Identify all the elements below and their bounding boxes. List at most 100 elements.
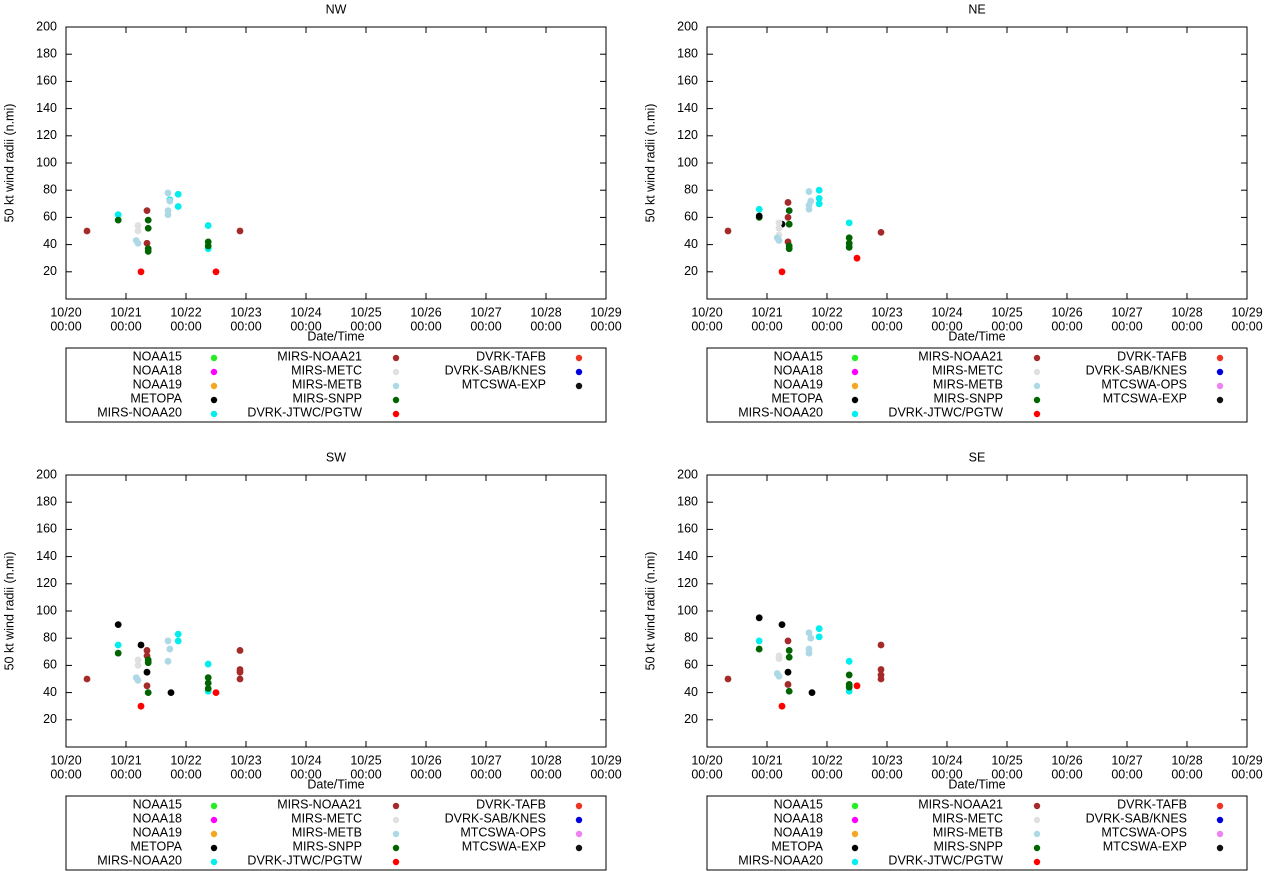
data-point-mirs-noaa20 (815, 633, 823, 641)
legend-label: MIRS-NOAA21 (277, 797, 362, 811)
legend-label: MTCSWA-EXP (1103, 839, 1187, 853)
data-point-dvrk-jtwc-pgtw (212, 268, 220, 276)
x-tick-label-date: 10/24 (290, 753, 321, 767)
legend-label: MIRS-METB (933, 825, 1003, 839)
y-tick-label: 120 (677, 128, 698, 142)
panel-title-sw: SW (326, 450, 346, 464)
legend-marker (1033, 410, 1041, 418)
x-tick-label-date: 10/27 (470, 305, 501, 319)
legend-marker (1216, 396, 1224, 404)
y-tick-label: 200 (677, 467, 698, 481)
x-tick-label-time: 00:00 (751, 319, 782, 333)
legend-label: MIRS-METC (932, 811, 1003, 825)
y-tick-label: 20 (684, 712, 698, 726)
data-point-mirs-snpp (144, 224, 152, 232)
legend-label: DVRK-JTWC/PGTW (247, 853, 362, 867)
legend-label: DVRK-JTWC/PGTW (888, 405, 1003, 419)
data-point-mirs-noaa20 (815, 194, 823, 202)
data-point-mirs-noaa20 (204, 222, 212, 229)
legend-label: DVRK-TAFB (1117, 797, 1187, 811)
y-tick-label: 80 (43, 182, 57, 196)
x-tick-label-time: 00:00 (50, 767, 81, 781)
y-tick-label: 120 (677, 576, 698, 590)
legend-label: MIRS-NOAA20 (97, 853, 182, 867)
data-point-mirs-snpp (845, 243, 853, 251)
panel-title-nw: NW (326, 2, 347, 16)
legend-marker (575, 368, 583, 376)
legend-label: MIRS-NOAA20 (738, 405, 823, 419)
x-tick-label-date: 10/23 (230, 305, 261, 319)
legend-marker (575, 844, 583, 852)
y-tick-label: 80 (684, 182, 698, 196)
x-tick-label-date: 10/20 (50, 305, 81, 319)
data-point-mirs-snpp (204, 679, 212, 687)
data-point-mirs-metc (775, 655, 783, 662)
data-point-mirs-snpp (845, 671, 853, 679)
y-tick-label: 100 (677, 155, 698, 169)
x-axis-label: Date/Time (948, 777, 1005, 791)
data-point-mirs-noaa20 (815, 200, 823, 208)
data-point-mirs-noaa21 (143, 239, 151, 247)
x-tick-label-time: 00:00 (1051, 767, 1082, 781)
legend-label: METOPA (771, 391, 823, 405)
y-tick-label: 100 (677, 603, 698, 617)
legend-label: DVRK-JTWC/PGTW (888, 853, 1003, 867)
data-point-mirs-metb (805, 188, 813, 195)
legend-label: MTCSWA-EXP (462, 377, 546, 391)
legend-marker (392, 396, 400, 404)
y-tick-label: 160 (677, 522, 698, 536)
x-tick-label-date: 10/29 (590, 305, 621, 319)
x-tick-label-date: 10/26 (1051, 753, 1082, 767)
legend-label: MIRS-METB (292, 377, 362, 391)
x-tick-label-date: 10/20 (691, 753, 722, 767)
x-tick-label-date: 10/23 (871, 305, 902, 319)
legend-marker (851, 844, 859, 852)
legend-label: MIRS-SNPP (293, 391, 362, 405)
legend-marker (575, 830, 583, 838)
data-point-metopa (778, 621, 786, 628)
data-point-metopa (167, 689, 175, 696)
x-tick-label-time: 00:00 (871, 319, 902, 333)
data-point-mirs-metc (134, 222, 142, 229)
x-tick-label-date: 10/21 (110, 305, 141, 319)
legend-marker (210, 396, 218, 404)
legend-marker (392, 382, 400, 390)
legend-box-se (706, 795, 1248, 871)
x-tick-label-date: 10/21 (751, 753, 782, 767)
legend-marker (392, 368, 400, 376)
x-tick-label-date: 10/26 (410, 753, 441, 767)
legend-marker (1033, 354, 1041, 362)
y-tick-label: 180 (677, 46, 698, 60)
y-tick-label: 140 (677, 101, 698, 115)
data-point-mirs-metc (134, 656, 142, 664)
data-point-mirs-metb (164, 637, 172, 645)
legend-marker (392, 354, 400, 362)
data-point-mirs-metb (775, 237, 783, 244)
x-tick-label-time: 00:00 (1231, 767, 1262, 781)
x-tick-label-time: 00:00 (751, 767, 782, 781)
x-tick-label-time: 00:00 (470, 319, 501, 333)
data-point-mirs-metc (775, 224, 783, 232)
x-tick-label-time: 00:00 (350, 319, 381, 333)
x-tick-label-date: 10/28 (530, 753, 561, 767)
legend-marker (210, 368, 218, 376)
data-point-mirs-noaa21 (877, 641, 885, 649)
data-point-mirs-noaa20 (204, 660, 212, 668)
data-point-mirs-noaa21 (83, 227, 91, 235)
legend-label: MIRS-NOAA21 (277, 349, 362, 363)
data-point-mirs-snpp (144, 689, 152, 696)
x-tick-label-time: 00:00 (350, 767, 381, 781)
data-point-mirs-snpp (204, 674, 212, 682)
y-tick-label: 100 (36, 155, 57, 169)
x-tick-label-time: 00:00 (931, 319, 962, 333)
x-tick-label-time: 00:00 (691, 767, 722, 781)
legend-marker (1216, 816, 1224, 824)
data-point-mirs-noaa21 (143, 647, 151, 654)
x-tick-label-date: 10/25 (350, 305, 381, 319)
data-point-mirs-noaa21 (236, 647, 244, 654)
x-tick-label-time: 00:00 (871, 767, 902, 781)
x-tick-label-time: 00:00 (590, 767, 621, 781)
data-point-mirs-noaa20 (845, 219, 853, 227)
data-point-mirs-noaa20 (755, 637, 763, 645)
x-tick-label-date: 10/22 (811, 753, 842, 767)
